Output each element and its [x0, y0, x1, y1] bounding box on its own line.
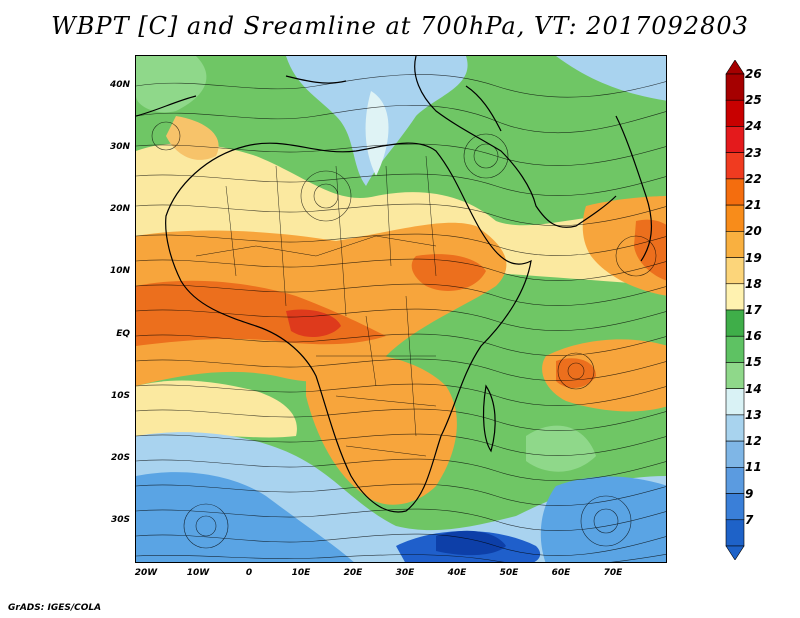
- colorbar: [725, 60, 745, 560]
- colorbar-swatch-13: [725, 414, 745, 442]
- lon-label-20w: 20W: [134, 568, 158, 578]
- colorbar-label-25: 25: [745, 93, 762, 108]
- colorbar-swatch-26: [725, 73, 745, 101]
- colorbar-label-18: 18: [745, 276, 762, 291]
- temp-patch-red-w: [286, 309, 341, 338]
- colorbar-swatch-7: [725, 519, 745, 547]
- lat-label-10n: 10N: [109, 266, 130, 276]
- grads-credit: GrADS: IGES/COLA: [8, 603, 102, 613]
- temp-patch-orange-s: [306, 352, 457, 505]
- temp-patch-lightgreen-e: [526, 425, 596, 472]
- colorbar-label-21: 21: [745, 198, 762, 213]
- streamlines: [136, 74, 666, 562]
- lon-label-40e: 40E: [447, 568, 467, 578]
- colorbar-label-13: 13: [745, 407, 762, 422]
- country-borders: [195, 155, 437, 457]
- colorbar-max-arrow: [725, 60, 745, 75]
- colorbar-label-22: 22: [745, 171, 762, 186]
- lon-label-70e: 70E: [603, 568, 623, 578]
- colorbar-swatch-11: [725, 467, 745, 494]
- temp-region-ocean-se: [540, 476, 666, 562]
- temp-patch-pale: [365, 91, 389, 176]
- colorbar-label-7: 7: [745, 512, 754, 527]
- colorbar-min-arrow: [725, 545, 745, 560]
- lat-label-10s: 10S: [110, 391, 130, 401]
- lon-label-60e: 60E: [551, 568, 571, 578]
- colorbar-swatch-21: [725, 204, 745, 232]
- temp-patch-yellow-sw: [136, 380, 297, 438]
- colorbar-label-9: 9: [745, 486, 754, 501]
- colorbar-swatch-24: [725, 126, 745, 153]
- colorbar-label-26: 26: [745, 67, 762, 81]
- colorbar-label-20: 20: [745, 224, 762, 239]
- map-panel: [135, 55, 667, 563]
- colorbar-swatch-23: [725, 152, 745, 180]
- temp-patch-orange-nw: [166, 116, 219, 160]
- colorbar-label-19: 19: [745, 250, 762, 265]
- lat-label-40n: 40N: [109, 80, 130, 90]
- colorbar-swatch-12: [725, 440, 745, 468]
- colorbar-swatch-9: [725, 493, 745, 521]
- colorbar-swatch-16: [725, 335, 745, 363]
- colorbar-label-24: 24: [745, 119, 762, 134]
- temp-region-ocean-sw: [136, 472, 354, 562]
- colorbar-swatch-20: [725, 231, 745, 258]
- wbpt-streamline-map: [136, 56, 666, 562]
- colorbar-label-23: 23: [745, 145, 762, 160]
- colorbar-swatch-14: [725, 388, 745, 416]
- temp-patch-orange-e: [542, 339, 666, 412]
- lon-label-20e: 20E: [343, 568, 363, 578]
- colorbar-label-12: 12: [745, 434, 762, 449]
- lat-label-20n: 20N: [109, 204, 130, 214]
- temp-patch-ne: [556, 56, 666, 101]
- lon-label-0: 0: [245, 568, 253, 578]
- colorbar-label-14: 14: [745, 381, 762, 396]
- lon-label-30e: 30E: [395, 568, 415, 578]
- colorbar-label-16: 16: [745, 329, 762, 344]
- colorbar-swatch-19: [725, 257, 745, 285]
- colorbar-swatch-22: [725, 178, 745, 206]
- lat-label-20s: 20S: [110, 453, 130, 463]
- lat-label-eq: EQ: [116, 329, 130, 339]
- temp-region-coldest-s: [436, 530, 506, 556]
- lon-label-10e: 10E: [291, 568, 311, 578]
- colorbar-swatch-17: [725, 309, 745, 337]
- colorbar-swatch-18: [725, 283, 745, 311]
- colorbar-label-11: 11: [745, 460, 762, 475]
- lon-label-10w: 10W: [186, 568, 210, 578]
- colorbar-label-15: 15: [745, 355, 762, 370]
- coastlines: [136, 56, 652, 513]
- colorbar-swatch-25: [725, 99, 745, 127]
- lat-label-30s: 30S: [110, 515, 130, 525]
- temp-patch-darkorange-ne: [634, 219, 666, 281]
- chart-title: WBPT [C] and Sreamline at 700hPa, VT: 20…: [51, 12, 749, 40]
- lon-label-50e: 50E: [499, 568, 519, 578]
- lat-label-30n: 30N: [109, 142, 130, 152]
- colorbar-label-17: 17: [745, 303, 762, 317]
- colorbar-swatch-15: [725, 362, 745, 389]
